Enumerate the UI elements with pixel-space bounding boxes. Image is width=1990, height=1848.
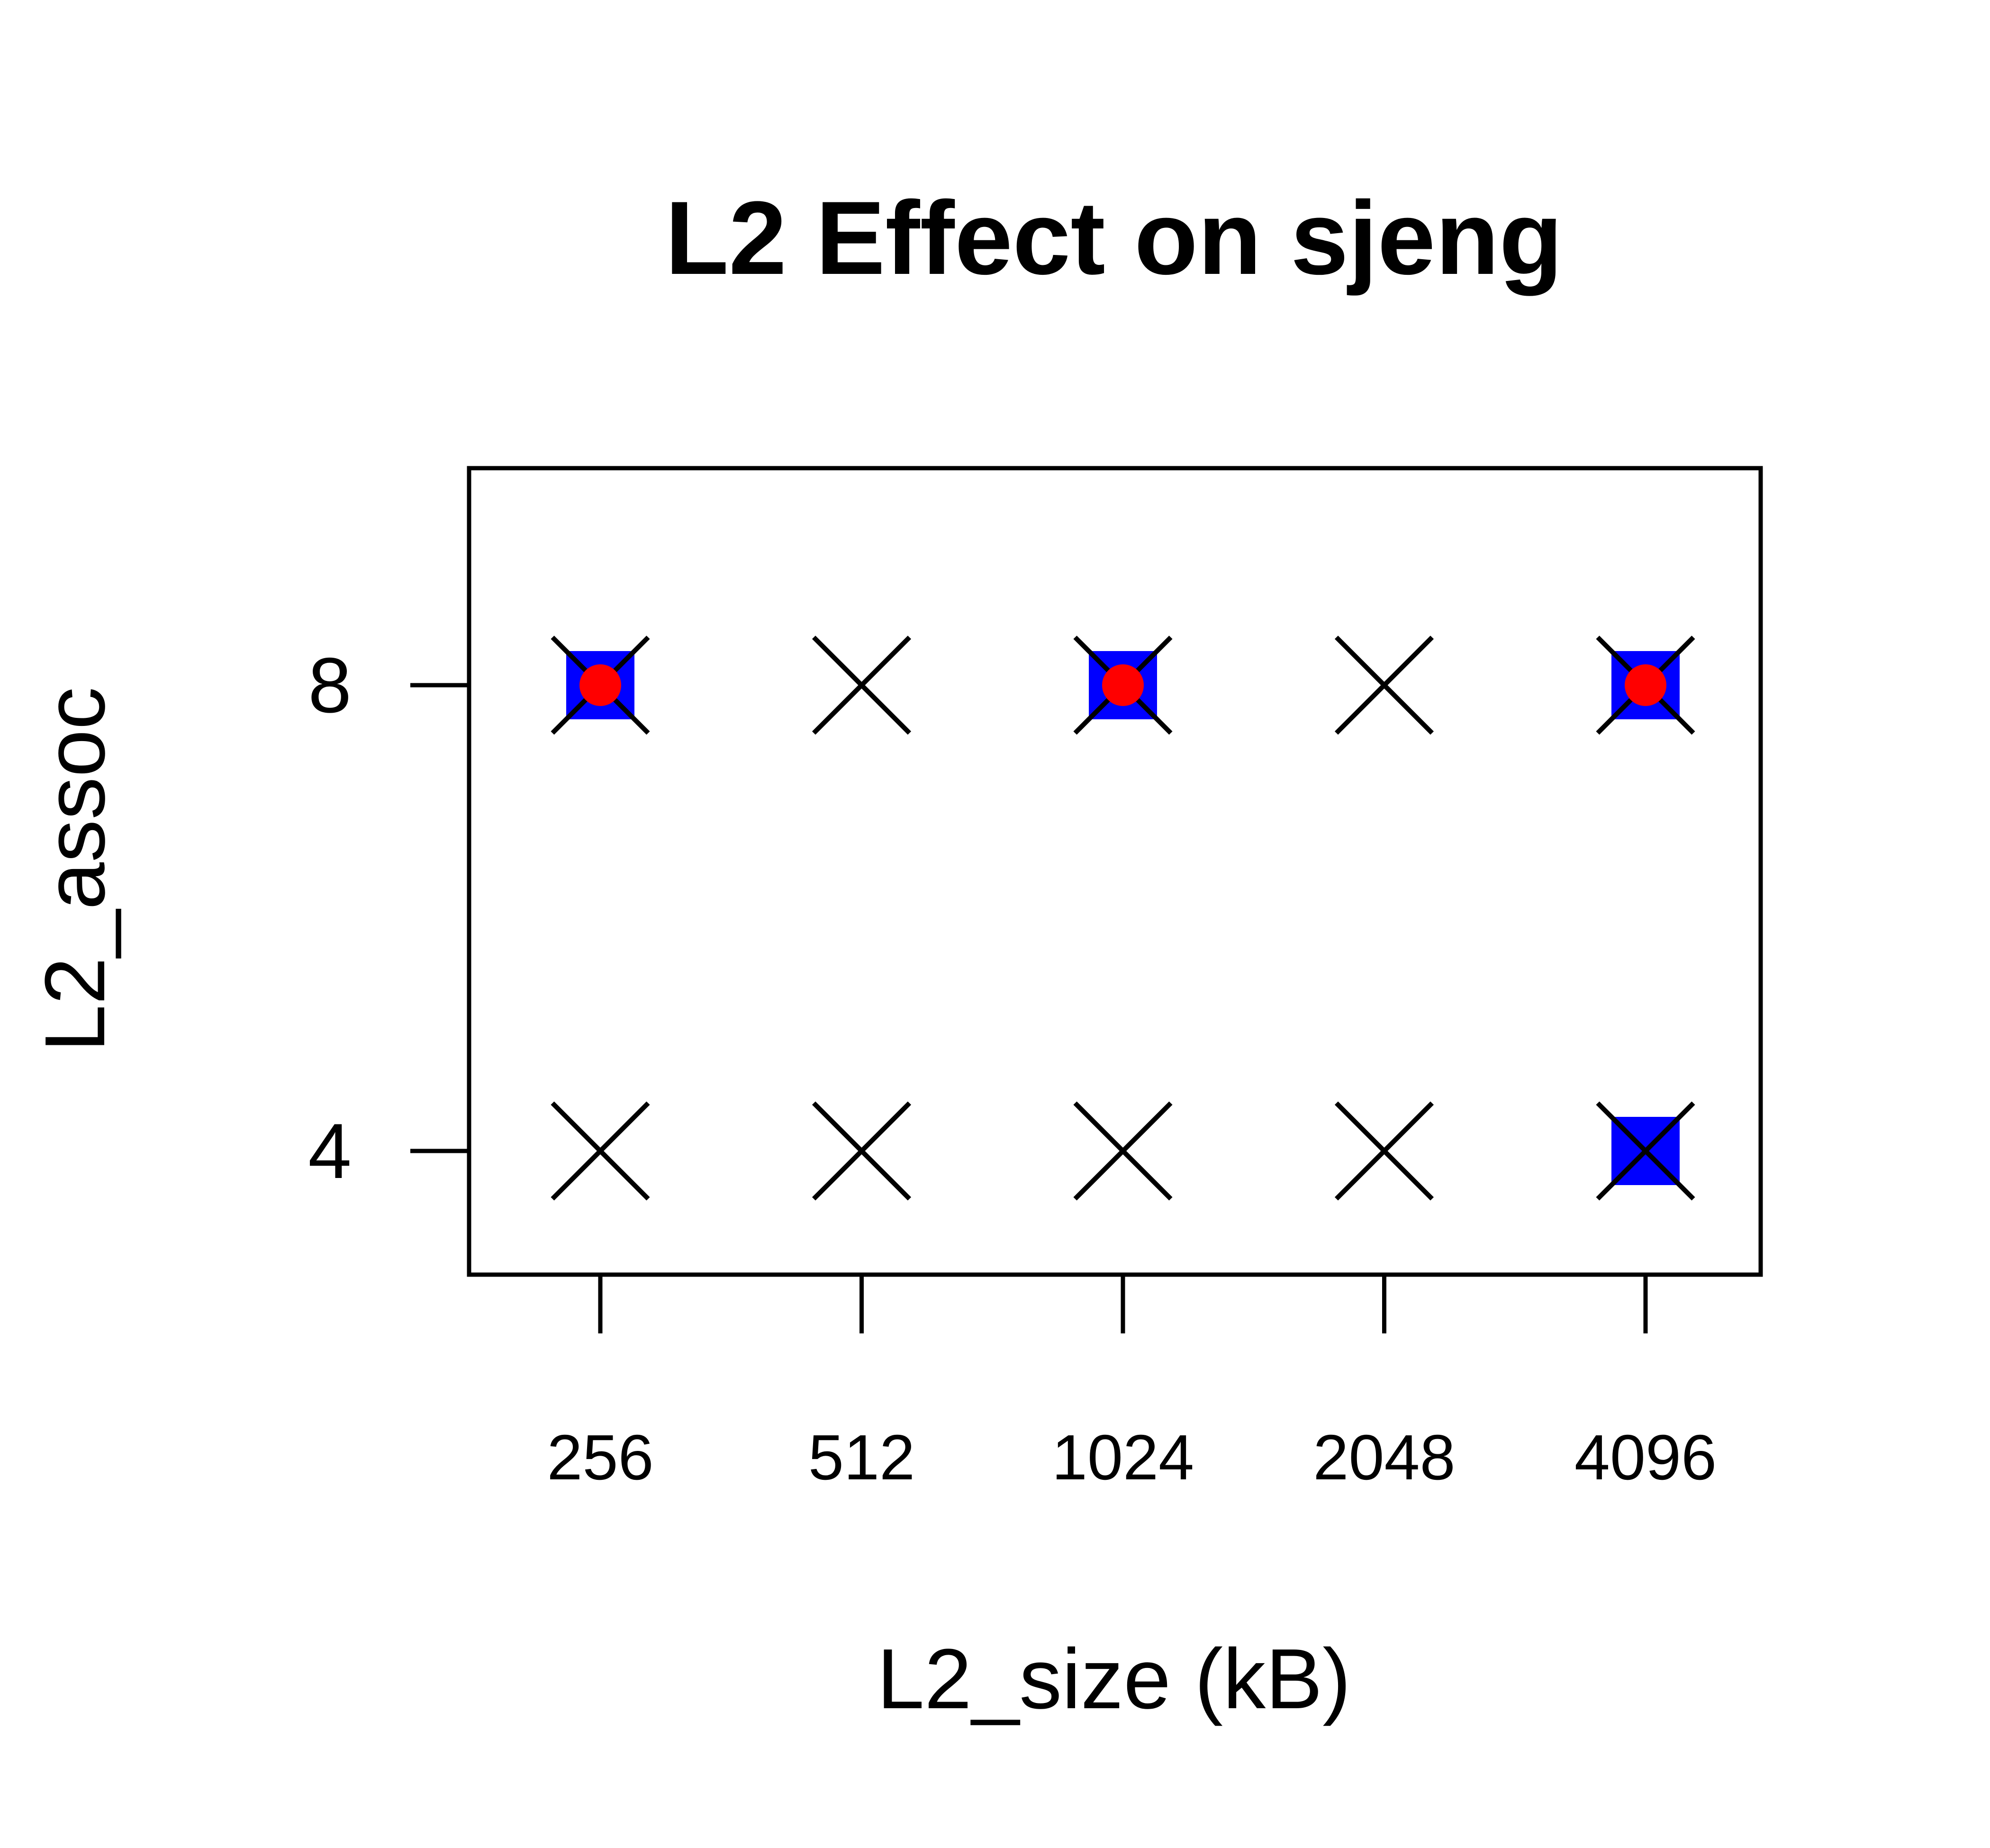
cross-point-4096-4 (1596, 1101, 1695, 1201)
circle-point-1024-8 (1102, 664, 1144, 706)
x-axis-label: L2_size (kB) (877, 1631, 1351, 1727)
cross-point-2048-4 (1334, 1101, 1434, 1201)
plot-frame (467, 466, 1763, 1277)
cross-point-1024-4 (1073, 1101, 1173, 1201)
chart-title: L2 Effect on sjeng (665, 180, 1563, 296)
circle-point-256-8 (579, 664, 621, 706)
x-axis: 256 512 1024 2048 4096 (547, 1275, 1717, 1493)
circle-point-4096-8 (1625, 664, 1666, 706)
x-tick-label-2048: 2048 (1313, 1422, 1455, 1493)
x-tick-label-4096: 4096 (1574, 1422, 1717, 1493)
plot-marks (551, 635, 1695, 1201)
x-tick-label-256: 256 (547, 1422, 653, 1493)
cross-point-256-4 (551, 1101, 650, 1201)
cross-point-512-4 (812, 1101, 912, 1201)
x-tick-label-1024: 1024 (1052, 1422, 1194, 1493)
y-tick-label-4: 4 (308, 1107, 352, 1195)
cross-point-512-8 (812, 635, 912, 735)
x-tick-label-512: 512 (808, 1422, 915, 1493)
cross-point-2048-8 (1334, 635, 1434, 735)
y-axis: 48 (308, 642, 469, 1195)
y-tick-label-8: 8 (308, 642, 352, 729)
y-axis-label: L2_assoc (27, 687, 123, 1052)
